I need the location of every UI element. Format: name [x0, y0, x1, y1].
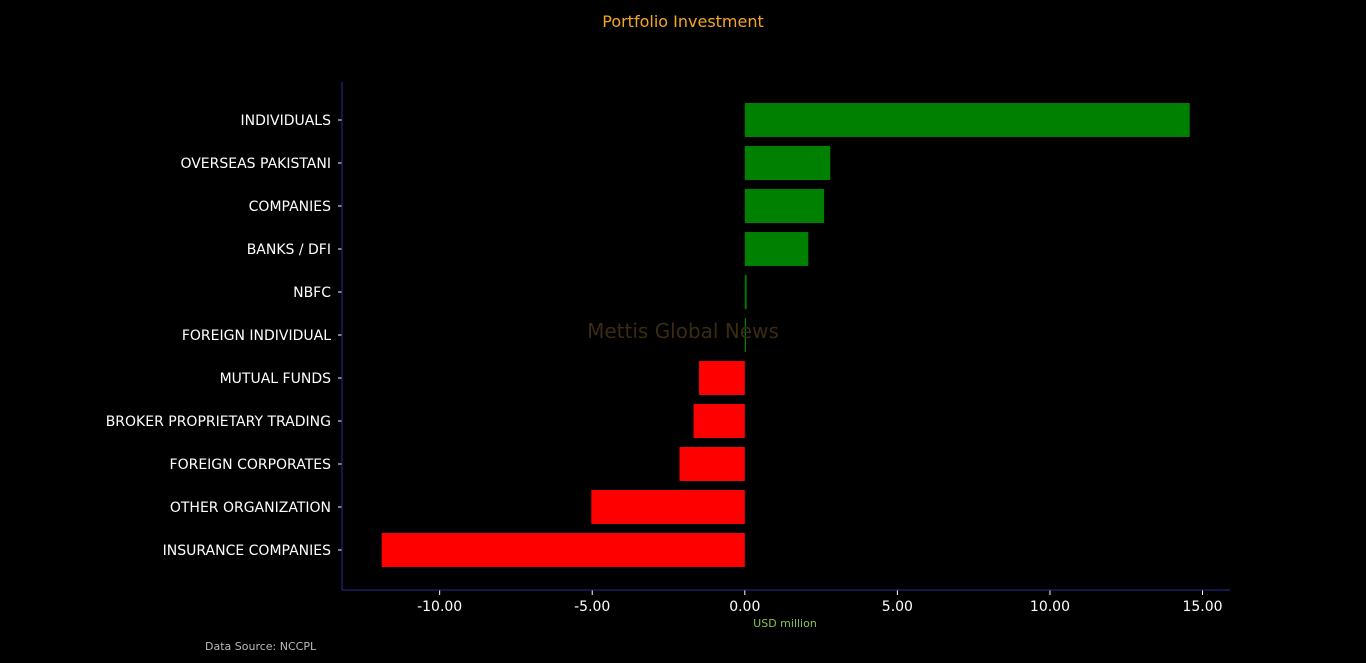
bar	[693, 404, 745, 438]
x-tick-label: 15.00	[1182, 599, 1222, 615]
x-tick-label: -5.00	[574, 599, 610, 615]
category-label: INSURANCE COMPANIES	[163, 543, 331, 559]
x-tick-label: 10.00	[1030, 599, 1070, 615]
category-label: COMPANIES	[249, 199, 331, 215]
category-label: FOREIGN CORPORATES	[170, 457, 332, 473]
bars-layer	[381, 103, 1190, 567]
category-label: MUTUAL FUNDS	[220, 371, 332, 387]
x-tick-label: -10.00	[417, 599, 462, 615]
bar	[744, 318, 747, 352]
bar	[679, 447, 745, 481]
bar	[591, 490, 745, 524]
bar	[744, 232, 809, 266]
x-tick-label: 0.00	[729, 599, 760, 615]
bar	[381, 533, 745, 567]
x-axis-ticks: -10.00 -5.00 0.00 5.00 10.00 15.00	[417, 590, 1223, 615]
category-label: FOREIGN INDIVIDUAL	[182, 328, 331, 344]
bar	[744, 189, 825, 223]
category-label: OTHER ORGANIZATION	[170, 500, 331, 516]
bar	[744, 146, 831, 180]
bar	[744, 103, 1190, 137]
x-axis-label: USD million	[753, 617, 817, 630]
category-label: INDIVIDUALS	[240, 113, 331, 129]
category-label: BANKS / DFI	[247, 242, 331, 258]
x-tick-label: 5.00	[882, 599, 913, 615]
category-label: BROKER PROPRIETARY TRADING	[106, 414, 331, 430]
bar	[699, 361, 745, 395]
data-source-note: Data Source: NCCPL	[205, 640, 317, 653]
watermark-text: Mettis Global News	[587, 319, 779, 343]
category-label: NBFC	[293, 285, 331, 301]
bar	[744, 275, 747, 309]
chart-title: Portfolio Investment	[602, 12, 764, 31]
category-label: OVERSEAS PAKISTANI	[180, 156, 331, 172]
category-labels: INDIVIDUALS OVERSEAS PAKISTANI COMPANIES BA…	[106, 113, 342, 559]
